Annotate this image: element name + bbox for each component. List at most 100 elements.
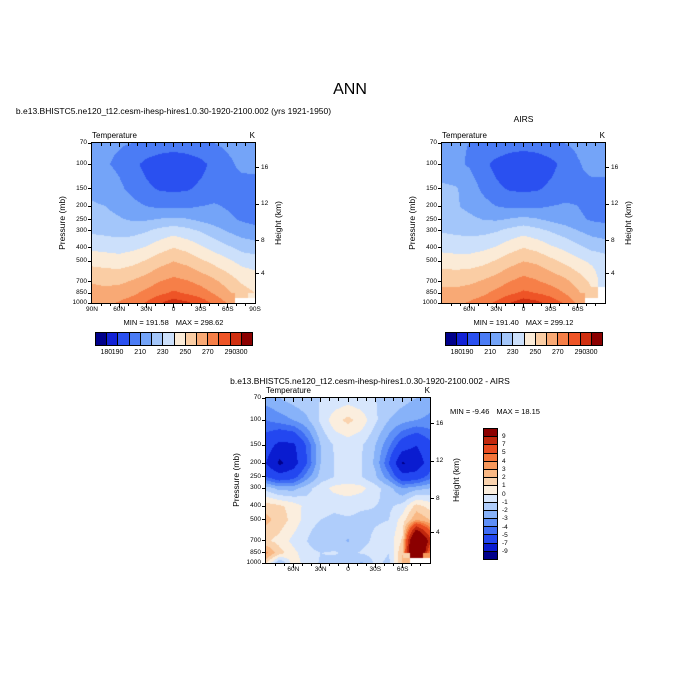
colorbar [95, 332, 253, 346]
x-tick-bottom [182, 304, 184, 306]
y-tick [88, 163, 92, 165]
y-tick-label: 250 [76, 215, 87, 223]
field-label: Temperature [442, 131, 487, 140]
y-tick [438, 230, 442, 232]
y-tick-label: 850 [426, 289, 437, 297]
y-tick [438, 205, 442, 207]
colorbar-segment [501, 333, 513, 345]
x-tick-top [292, 398, 294, 402]
colorbar-segment [117, 333, 129, 345]
panel-title: b.e13.BHISTC5.ne120_t12.cesm-ihesp-hires… [15, 106, 332, 116]
x-tick-label: 30N [314, 566, 327, 573]
x-tick-bottom [173, 304, 174, 308]
y-tick-label: 70 [253, 394, 261, 401]
y-tick [88, 247, 92, 249]
y-tick [438, 292, 442, 294]
x-tick-top [320, 398, 322, 402]
y-tick-label: 300 [76, 226, 87, 234]
y-tick-label: 200 [76, 202, 87, 210]
x-tick-top [595, 143, 597, 146]
colorbar-segment [484, 526, 497, 535]
height-tick [255, 273, 259, 275]
x-tick-top [347, 398, 349, 402]
colorbar-segment [446, 333, 457, 345]
y-tick-label: 850 [76, 289, 87, 297]
height-tick-label: 12 [436, 457, 444, 465]
colorbar-label: 300 [235, 349, 248, 356]
y-tick [88, 219, 92, 221]
x-tick-top [513, 143, 515, 146]
max-value: MAX = 299.12 [525, 318, 574, 327]
colorbar-label: -2 [502, 507, 508, 514]
x-tick-bottom [495, 304, 497, 308]
colorbar [445, 332, 603, 346]
x-tick-top [236, 143, 238, 146]
panel-title: AIRS [513, 114, 534, 124]
y-tick-label: 200 [250, 459, 261, 467]
min-max-stats: MIN = -9.46 MAX = 18.15 [450, 407, 540, 416]
x-tick-top [486, 143, 488, 146]
y-tick-label: 850 [250, 548, 261, 556]
x-tick-label: 60N [463, 306, 476, 313]
x-tick-bottom [595, 304, 597, 306]
y-tick [262, 476, 266, 478]
panel-airs: AIRS Temperature K Pressure (mb) Height … [407, 114, 633, 356]
x-tick-bottom [356, 564, 358, 566]
height-tick-label: 16 [436, 419, 444, 427]
figure-title: ANN [333, 81, 367, 98]
colorbar-label: 4 [502, 457, 506, 465]
x-tick-top [338, 398, 340, 401]
colorbar-segment [484, 444, 497, 453]
x-tick-bottom [532, 304, 534, 306]
colorbar-segment [478, 333, 490, 345]
x-tick-bottom [347, 564, 349, 568]
x-tick-top [182, 143, 184, 146]
y-tick-label: 150 [426, 184, 437, 192]
x-tick-top [209, 143, 211, 146]
x-tick-top [154, 143, 156, 146]
colorbar-segment [534, 333, 546, 345]
x-tick-top [559, 143, 561, 146]
colorbar-segment [195, 333, 208, 345]
y-tick-label: 250 [250, 472, 261, 480]
height-tick-label: 12 [611, 200, 619, 208]
field-label: Temperature [92, 131, 137, 140]
y-tick [88, 292, 92, 294]
colorbar-label: 250 [529, 349, 542, 356]
x-tick-bottom [209, 304, 211, 306]
height-tick [255, 167, 259, 169]
y-tick [262, 562, 266, 564]
y-tick [88, 302, 92, 304]
x-tick-top [450, 143, 452, 146]
x-tick-top [550, 143, 552, 147]
x-tick-top [365, 398, 367, 401]
right-axis-label: Height (km) [273, 201, 283, 245]
y-tick-label: 700 [76, 277, 87, 285]
x-tick-bottom [450, 304, 452, 306]
x-tick-bottom [301, 564, 303, 566]
x-tick-bottom [568, 304, 570, 306]
colorbar-segment [568, 333, 580, 345]
colorbar-label: 230 [506, 349, 519, 356]
colorbar-segment [184, 333, 196, 345]
y-tick-label: 150 [76, 184, 87, 192]
colorbar [483, 428, 498, 560]
max-value: MAX = 18.15 [496, 407, 540, 416]
y-tick-label: 500 [76, 257, 87, 265]
x-tick-bottom [218, 304, 220, 306]
x-tick-bottom [383, 564, 385, 566]
x-tick-top [532, 143, 534, 146]
x-tick-bottom [504, 304, 506, 306]
x-tick-bottom [523, 304, 524, 308]
x-tick-top [329, 398, 331, 401]
y-tick-label: 100 [250, 416, 261, 424]
colorbar-segment [484, 436, 497, 445]
colorbar-label: 270 [202, 349, 214, 356]
height-tick-label: 4 [436, 528, 440, 536]
colorbar-label: 250 [179, 349, 192, 356]
min-max-stats: MIN = 191.58 MAX = 298.62 [124, 318, 224, 327]
units-label: K [424, 386, 430, 395]
y-tick [262, 487, 266, 489]
units-label: K [599, 131, 605, 140]
y-tick-label: 500 [426, 257, 437, 265]
